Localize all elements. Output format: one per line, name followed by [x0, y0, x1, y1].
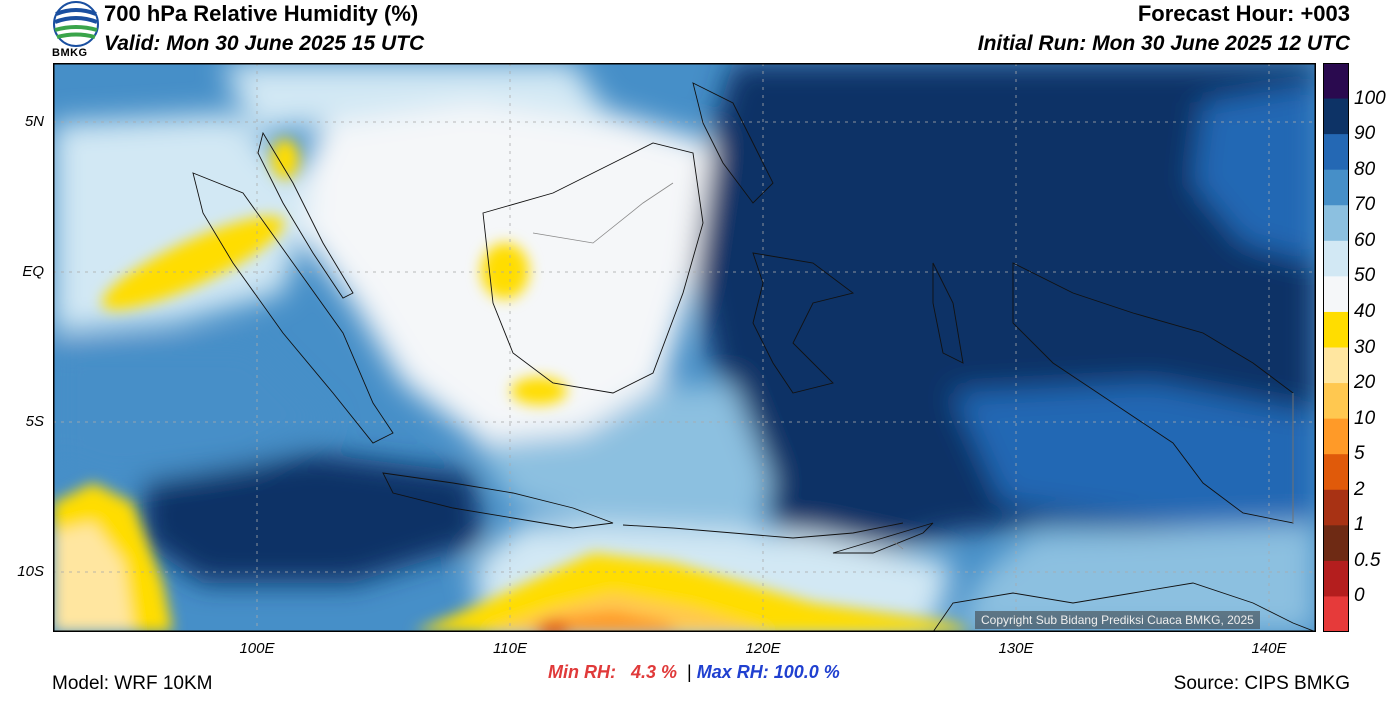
colorbar-swatch	[1323, 63, 1349, 100]
rh-stats: Min RH: 4.3 % | Max RH: 100.0 %	[548, 662, 840, 683]
lon-label-140e: 140E	[1251, 640, 1287, 657]
model-name: Model: WRF 10KM	[52, 673, 213, 694]
border-timor	[892, 540, 904, 550]
field-indian-ocean	[53, 343, 333, 483]
colorbar-swatch	[1323, 347, 1349, 384]
colorbar-label: 2	[1354, 478, 1365, 500]
colorbar-label: 10	[1354, 407, 1376, 429]
gridlines	[53, 63, 1316, 632]
humidity-map	[53, 63, 1316, 632]
coast-java	[382, 472, 614, 529]
colorbar-swatch	[1323, 98, 1349, 135]
borders	[532, 182, 1294, 550]
coast-lesser-sunda	[622, 522, 904, 539]
forecast-hour: Forecast Hour: +003	[1137, 1, 1350, 26]
colorbar-swatch	[1323, 169, 1349, 206]
colorbar-label: 90	[1354, 123, 1376, 145]
initial-run: Initial Run: Mon 30 June 2025 12 UTC	[977, 32, 1350, 55]
colorbar-label: 70	[1354, 194, 1376, 216]
lon-label-100e: 100E	[239, 640, 275, 657]
colorbar-swatch	[1323, 311, 1349, 348]
colorbar-swatch	[1323, 383, 1349, 420]
field-dry-patch-sumatra	[101, 216, 285, 310]
colorbar-label: 50	[1354, 265, 1376, 287]
lon-label-120e: 120E	[745, 640, 781, 657]
lat-label-5n: 5N	[24, 113, 44, 130]
data-source: Source: CIPS BMKG	[1173, 673, 1350, 694]
colorbar	[1323, 63, 1349, 632]
colorbar-swatch	[1323, 134, 1349, 171]
coast-sulawesi	[752, 252, 855, 394]
stats-separator: |	[687, 662, 692, 682]
logo-text: BMKG	[52, 47, 88, 59]
colorbar-border	[1323, 63, 1349, 632]
colorbar-swatch	[1323, 489, 1349, 526]
field-west-light	[53, 113, 313, 333]
lon-label-110e: 110E	[493, 640, 527, 657]
min-rh-label: Min RH:	[548, 662, 616, 682]
colorbar-swatch	[1323, 418, 1349, 455]
field-east-mid	[1193, 83, 1316, 263]
coast-malay-peninsula	[257, 131, 354, 299]
valid-time: Valid: Mon 30 June 2025 15 UTC	[104, 32, 425, 55]
lon-label-130e: 130E	[998, 640, 1034, 657]
colorbar-swatch	[1323, 240, 1349, 277]
field-dry-patch-java-sea	[511, 377, 567, 405]
coast-sumatra	[192, 172, 394, 444]
field-dry-patch-malaya	[271, 139, 299, 179]
lat-label-5s: 5S	[25, 413, 44, 430]
chart-title: 700 hPa Relative Humidity (%)	[104, 1, 419, 26]
coast-australia	[932, 582, 1316, 632]
colorbar-label: 40	[1354, 300, 1376, 322]
colorbar-label: 100	[1354, 87, 1386, 109]
coast-borneo	[482, 142, 704, 394]
field-dry-southwest-inner	[53, 523, 133, 632]
coastlines	[192, 82, 1316, 632]
colorbar-label: 0.5	[1354, 549, 1381, 571]
colorbar-swatch	[1323, 205, 1349, 242]
colorbar-label: 20	[1354, 372, 1376, 394]
field-east-lower	[953, 383, 1316, 533]
coast-maluku	[932, 262, 964, 364]
lat-label-eq: EQ	[22, 263, 44, 280]
coast-timor	[832, 522, 934, 554]
min-rh-value: 4.3 %	[631, 662, 678, 682]
field-southeast	[953, 523, 1316, 632]
colorbar-swatch	[1323, 560, 1349, 597]
field-driest-point	[537, 621, 569, 632]
border-borneo	[532, 182, 674, 244]
coast-philippines	[692, 82, 774, 204]
colorbar-label: 60	[1354, 229, 1376, 251]
copyright-notice: Copyright Sub Bidang Prediksi Cuaca BMKG…	[975, 611, 1260, 629]
lat-label-10s: 10S	[17, 563, 44, 580]
coast-papua	[1012, 262, 1294, 524]
colorbar-swatch	[1323, 596, 1349, 632]
field-dry-patch-borneo	[481, 243, 529, 299]
colorbar-swatch	[1323, 276, 1349, 313]
colorbar-swatch	[1323, 525, 1349, 562]
bmkg-globe-icon	[53, 1, 99, 47]
colorbar-label: 5	[1354, 443, 1365, 465]
colorbar-label: 30	[1354, 336, 1376, 358]
field-southwest-dark	[143, 453, 483, 583]
field-north-light	[223, 63, 613, 133]
colorbar-label: 1	[1354, 514, 1365, 536]
colorbar-label: 0	[1354, 585, 1365, 607]
colorbar-swatch	[1323, 454, 1349, 491]
colorbar-label: 80	[1354, 158, 1376, 180]
max-rh: Max RH: 100.0 %	[696, 662, 840, 682]
